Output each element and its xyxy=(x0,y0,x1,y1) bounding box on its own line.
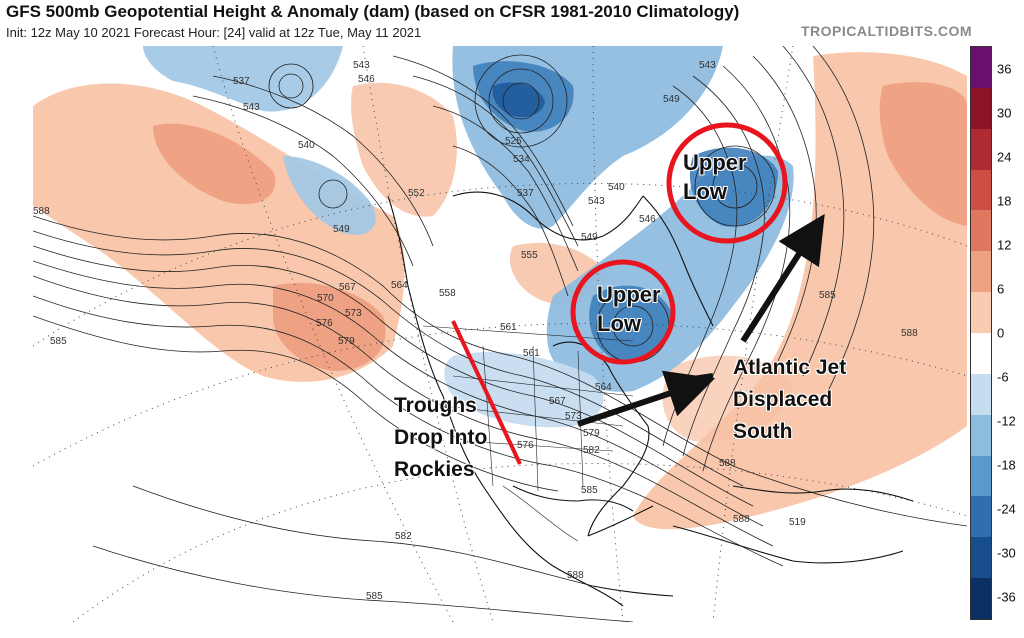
colorbar-tick-label: -18 xyxy=(997,457,1016,473)
contour-label: 579 xyxy=(583,428,600,439)
site-brand: TROPICALTIDBITS.COM xyxy=(800,23,972,39)
positive-anomaly-atlantic xyxy=(633,52,967,530)
colorbar-tick-label: 36 xyxy=(997,61,1012,77)
contour-label: 534 xyxy=(513,154,530,165)
contour-label: 576 xyxy=(316,318,333,329)
contour-label: 582 xyxy=(583,445,600,456)
negative-anomaly-central-us xyxy=(444,352,604,428)
colorbar-segment xyxy=(971,87,991,130)
trough-line xyxy=(451,320,522,465)
contour-label: 588 xyxy=(567,570,584,581)
contour-label: 585 xyxy=(581,485,598,496)
colorbar-segment xyxy=(971,251,991,293)
contour-label: 588 xyxy=(901,328,918,339)
colorbar-tick-label: -30 xyxy=(997,545,1016,561)
upper-low-label-east: Upper Low xyxy=(597,282,661,336)
contour-label: 552 xyxy=(408,188,425,199)
contour-label: 543 xyxy=(243,102,260,113)
contour-label: 558 xyxy=(439,288,456,299)
colorbar-segment xyxy=(971,292,991,334)
colorbar-tick-label: 24 xyxy=(997,149,1012,165)
contour-label: 549 xyxy=(333,224,350,235)
colorbar-segment xyxy=(971,537,991,579)
contour-label: 537 xyxy=(233,76,250,87)
colorbar-segment xyxy=(971,333,991,375)
colorbar-tick-label: -24 xyxy=(997,501,1016,517)
positive-anomaly-canada xyxy=(351,82,457,217)
colorbar-tick-label: -36 xyxy=(997,589,1016,605)
contour-label: 543 xyxy=(353,60,370,71)
contour-label: 582 xyxy=(395,531,412,542)
contour-label: 564 xyxy=(391,280,408,291)
contour-label: 549 xyxy=(581,232,598,243)
weather-map: 537 543 546 543 549 540 549 552 543 540 … xyxy=(33,46,967,622)
troughs-label: Troughs Drop Into Rockies xyxy=(394,394,488,481)
contour-label: 567 xyxy=(549,396,566,407)
positive-anomaly-pacific-core xyxy=(273,282,386,371)
jet-arrow-east xyxy=(577,370,716,427)
contour-label: 564 xyxy=(595,382,612,393)
atlantic-jet-label: Atlantic Jet Displaced South xyxy=(733,356,847,443)
negative-anomaly-gulf-alaska xyxy=(283,156,376,235)
contour-labels: 537 543 546 543 549 540 549 552 543 540 … xyxy=(33,60,918,602)
jet-arrow-northeast xyxy=(740,213,825,343)
contour-label: 570 xyxy=(317,293,334,304)
contour-label: 540 xyxy=(608,182,625,193)
contour-label: 576 xyxy=(517,440,534,451)
contour-label: 588 xyxy=(719,458,736,469)
contour-label: 579 xyxy=(338,336,355,347)
positive-anomaly-atlantic-core xyxy=(879,82,967,226)
colorbar-tick-label: 30 xyxy=(997,105,1012,121)
upper-low-label-north: Upper Low xyxy=(683,150,747,204)
contour-label: 588 xyxy=(33,206,50,217)
colorbar-tick-label: 6 xyxy=(997,281,1005,297)
negative-anomaly-north-atlantic-core xyxy=(689,147,778,227)
contour-label: 561 xyxy=(500,322,517,333)
colorbar-tick-label: -12 xyxy=(997,413,1016,429)
coastlines xyxy=(387,191,914,607)
contour-label: 573 xyxy=(565,411,582,422)
contour-label: 561 xyxy=(523,348,540,359)
contour-label: 519 xyxy=(789,517,806,528)
colorbar-tick-label: 0 xyxy=(997,325,1005,341)
colorbar-segment xyxy=(971,128,991,171)
colorbar-segment xyxy=(971,169,991,211)
contour-label: 585 xyxy=(819,290,836,301)
map-subtitle: Init: 12z May 10 2021 Forecast Hour: [24… xyxy=(6,25,422,40)
contour-label: 537 xyxy=(517,188,534,199)
map-title: GFS 500mb Geopotential Height & Anomaly … xyxy=(6,2,740,21)
contour-label: 585 xyxy=(50,336,67,347)
contour-label: 546 xyxy=(358,74,375,85)
contour-label: 540 xyxy=(298,140,315,151)
positive-anomaly-alaska-core xyxy=(153,123,276,205)
anomaly-colorbar xyxy=(970,46,992,620)
colorbar-tick-label: 12 xyxy=(997,237,1012,253)
negative-anomaly-bering xyxy=(143,46,343,112)
contour-label: 573 xyxy=(345,308,362,319)
jet-arrow-tail xyxy=(692,373,714,382)
colorbar-segment xyxy=(971,210,991,252)
height-contours xyxy=(33,46,967,622)
colorbar-tick-label: 18 xyxy=(997,193,1012,209)
political-borders xyxy=(422,325,634,542)
colorbar-segment xyxy=(971,47,991,89)
negative-anomaly-east-core xyxy=(589,285,673,362)
contour-label: 567 xyxy=(339,282,356,293)
contour-label: 585 xyxy=(366,591,383,602)
contour-label: 546 xyxy=(639,214,656,225)
upper-low-circle-north xyxy=(666,122,788,244)
colorbar-segment xyxy=(971,414,991,457)
contour-label: 549 xyxy=(663,94,680,105)
upper-low-circle-east xyxy=(570,259,676,365)
colorbar-segment xyxy=(971,496,991,538)
colorbar-segment xyxy=(971,578,991,620)
contour-label: 543 xyxy=(699,60,716,71)
colorbar-segment xyxy=(971,373,991,416)
contour-label: 525 xyxy=(505,136,522,147)
contour-label: 588 xyxy=(733,514,750,525)
contour-label: 543 xyxy=(588,196,605,207)
colorbar-segment xyxy=(971,455,991,497)
colorbar-tick-label: -6 xyxy=(997,369,1009,385)
contour-label: 555 xyxy=(521,250,538,261)
